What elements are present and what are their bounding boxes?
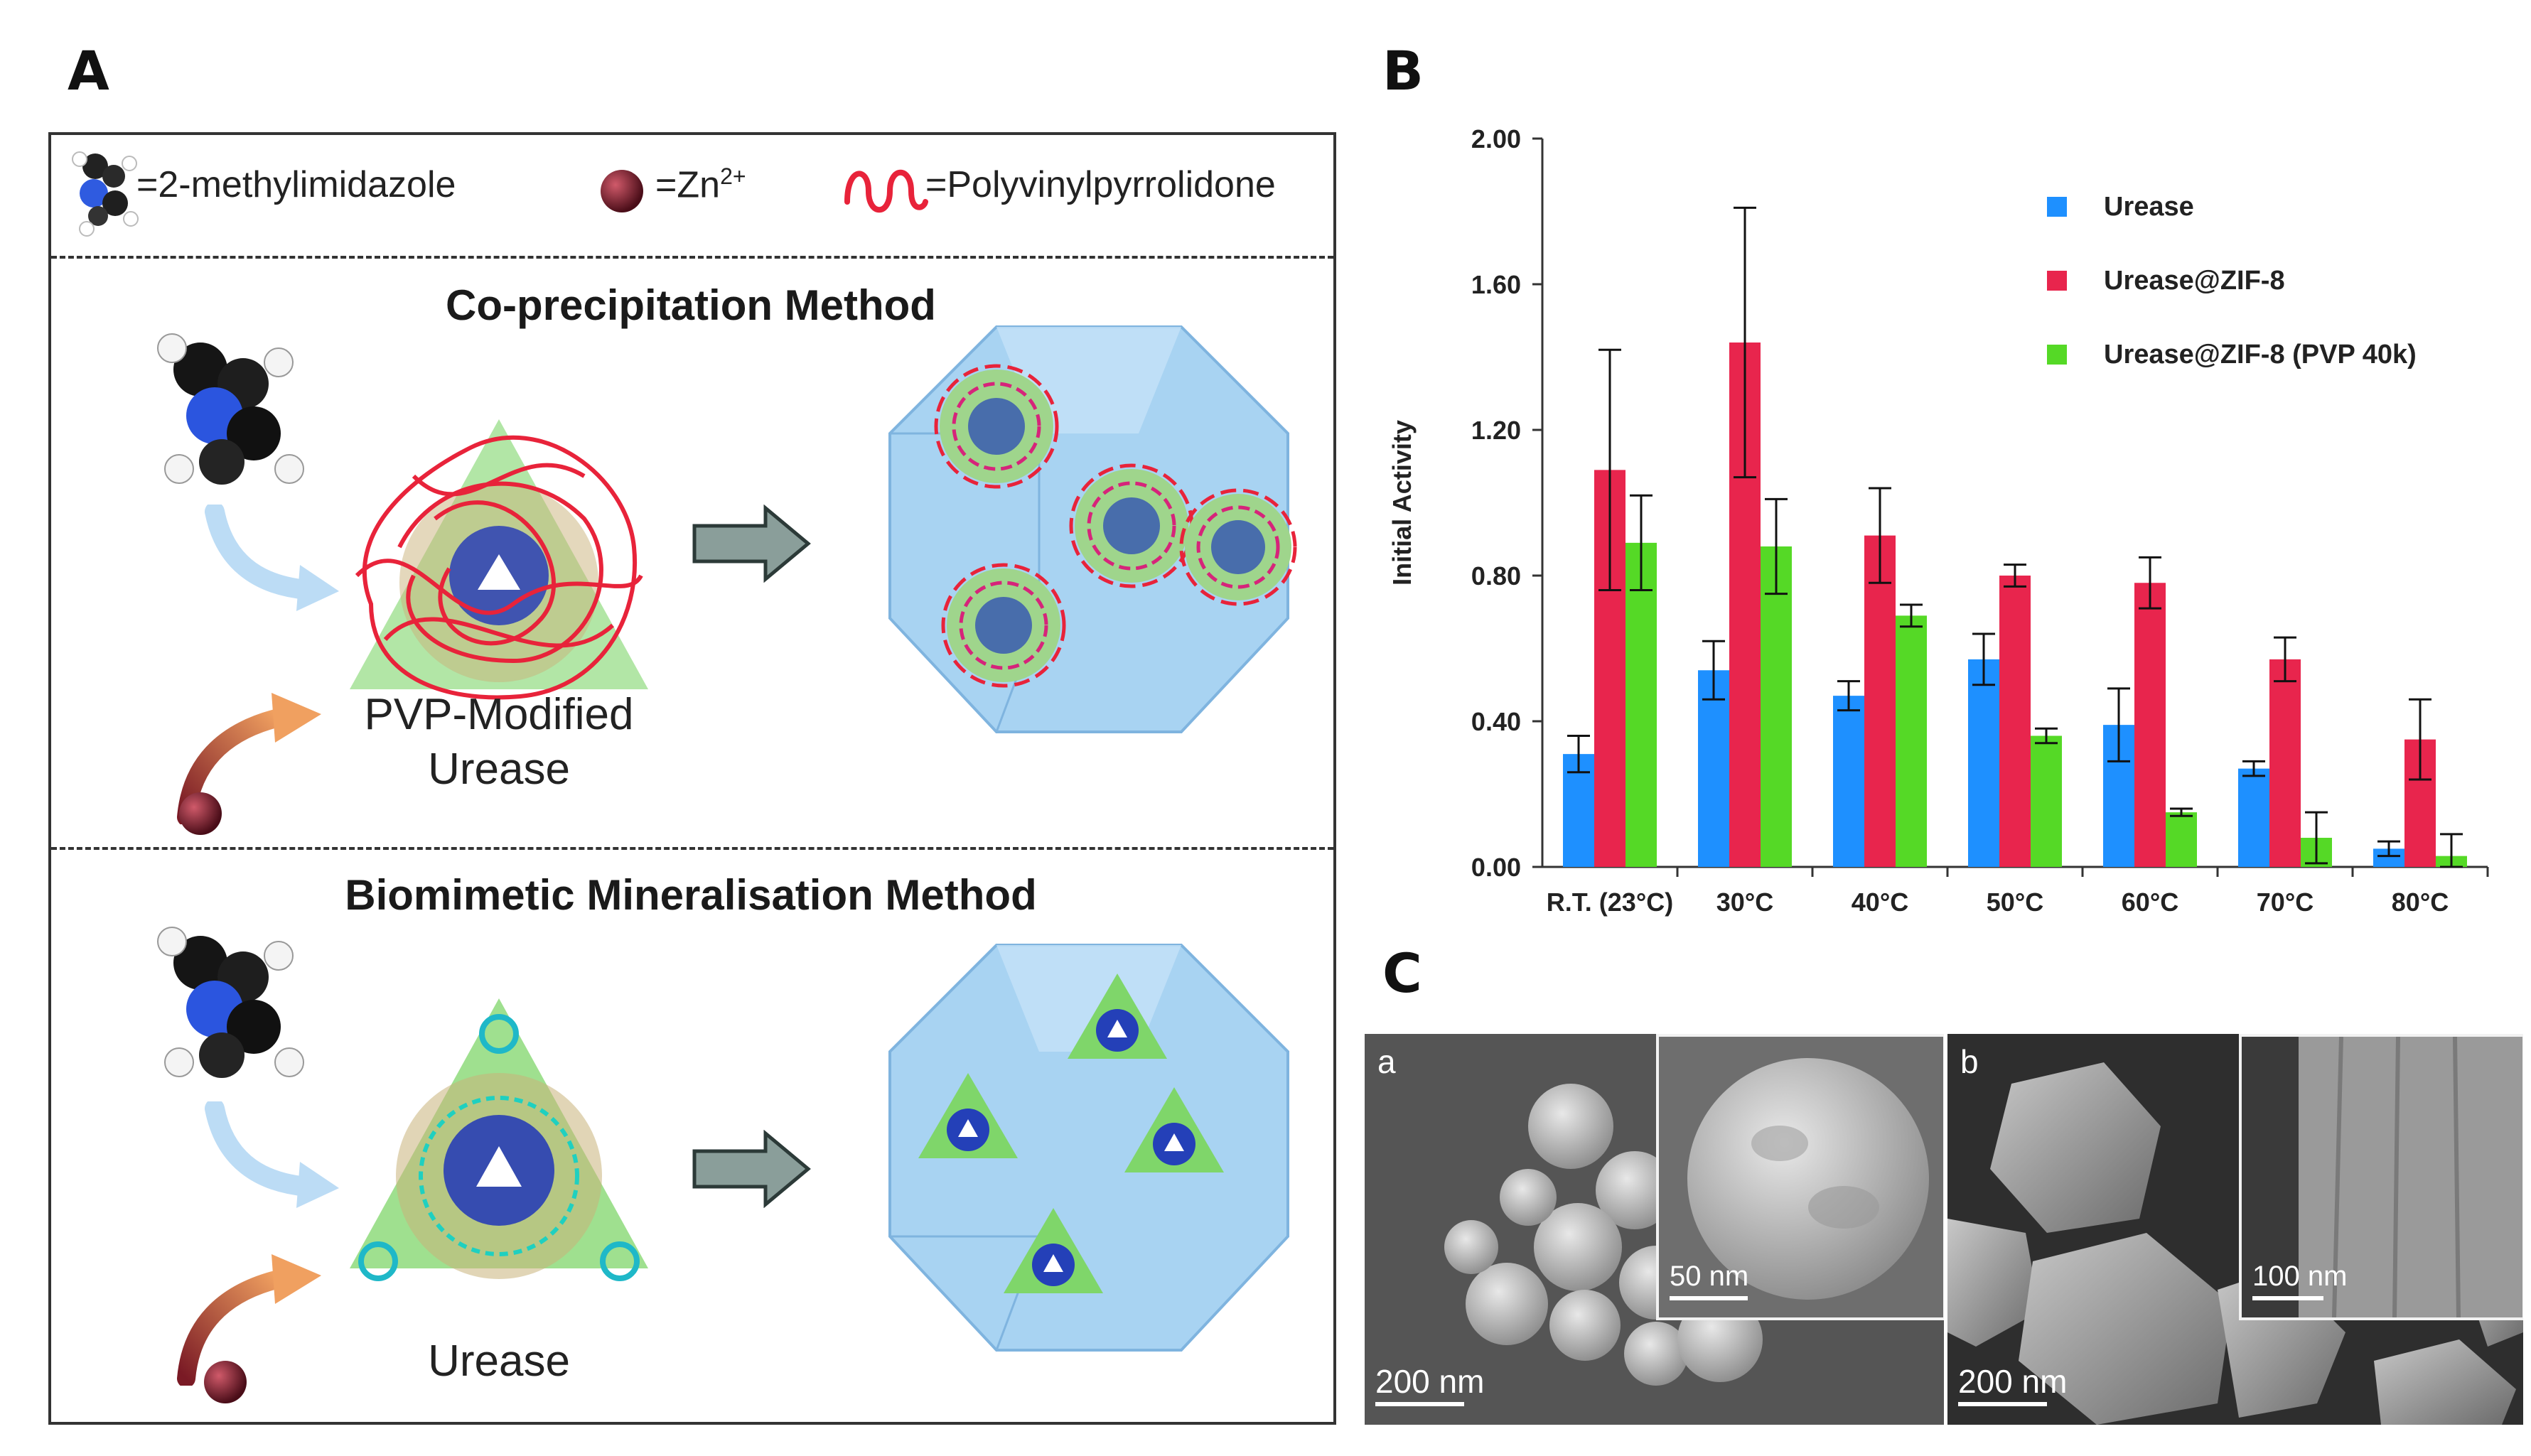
zif8-crystal-urease-icon — [888, 944, 1289, 1352]
sem-a-inset-scale: 50 nm — [1670, 1261, 1749, 1292]
caption-line-1: PVP-Modified — [364, 690, 634, 739]
bar-urease — [1833, 696, 1864, 867]
legend-label: Urease@ZIF-8 — [2104, 266, 2285, 296]
bar-urease-zif-8-pvp-40k- — [1625, 542, 1657, 867]
panel-b-letter: B — [1382, 39, 1424, 102]
sem-a-scalebar — [1375, 1402, 1464, 1406]
bar-urease — [1968, 659, 1999, 867]
x-tick-label: R.T. (23°C) — [1547, 888, 1673, 917]
bar-urease-zif-8-pvp-40k- — [2031, 735, 2062, 867]
sem-a-inset-particle — [1659, 1037, 1943, 1317]
bar-urease-zif-8-pvp-40k- — [1896, 615, 1927, 867]
y-tick-label: 0.00 — [1471, 853, 1521, 882]
sem-b-inset-scale: 100 nm — [2252, 1261, 2348, 1292]
zif8-crystal-pvp-icon — [888, 325, 1297, 733]
sem-a-label: a — [1377, 1043, 1396, 1080]
zinc-ion-icon — [204, 1361, 247, 1403]
pvp-modified-urease-icon — [350, 419, 648, 700]
sem-b-scalebar — [1958, 1402, 2047, 1406]
y-tick-label: 1.60 — [1471, 270, 1521, 299]
bar-urease — [2238, 768, 2269, 867]
sem-a-inset-scalebar — [1670, 1296, 1748, 1300]
sem-b-inset-surface — [2242, 1037, 2522, 1317]
process-arrow-icon — [692, 1130, 811, 1208]
y-tick-label: 0.80 — [1471, 561, 1521, 591]
x-tick-label: 40°C — [1852, 888, 1908, 917]
zinc-ion-icon — [601, 170, 643, 212]
sem-b-label: b — [1960, 1043, 1979, 1080]
panel-a-frame: =2-methylimidazole =Zn2+ =Polyvinylpyrro… — [48, 132, 1336, 1425]
y-axis-label: Initial Activity — [1387, 420, 1417, 586]
panel-c-letter: C — [1382, 942, 1422, 1005]
legend-zinc-text: =Zn — [655, 164, 721, 206]
co-precipitation-title: Co-precipitation Method — [446, 281, 936, 329]
sem-image-b: b 100 nm 200 nm — [1947, 1034, 2523, 1425]
legend-zinc: =Zn2+ — [655, 163, 746, 206]
sem-image-a: a 50 nm 200 nm — [1365, 1034, 1944, 1425]
bar-urease — [1698, 670, 1729, 867]
x-tick-label: 70°C — [2257, 888, 2314, 917]
bar-urease-zif-8 — [2134, 583, 2166, 867]
legend-swatch — [2047, 345, 2067, 365]
urease-enzyme-icon — [350, 998, 648, 1281]
pvp-polymer-icon — [844, 169, 928, 213]
y-tick-label: 2.00 — [1471, 124, 1521, 153]
orange-arrow-icon — [177, 1254, 321, 1386]
biomimetic-title: Biomimetic Mineralisation Method — [345, 871, 1037, 919]
initial-activity-bar-chart: 0.00 0.40 0.80 1.20 1.60 2.00 Initial Activity… — [1387, 124, 2489, 917]
panel-a-letter: A — [68, 39, 109, 102]
x-tick-label: 80°C — [2392, 888, 2449, 917]
legend-methylimidazole: =2-methylimidazole — [136, 164, 456, 205]
legend-pvp: =Polyvinylpyrrolidone — [925, 164, 1276, 205]
legend-swatch — [2047, 271, 2067, 291]
bar-urease-zif-8-pvp-40k- — [1761, 546, 1792, 867]
bar-urease-zif-8 — [1999, 576, 2031, 867]
x-tick-label: 50°C — [1987, 888, 2043, 917]
bar-urease-zif-8-pvp-40k- — [2166, 812, 2197, 867]
legend-zinc-charge: 2+ — [720, 163, 746, 189]
divider-middle — [51, 847, 1333, 850]
process-arrow-icon — [692, 505, 811, 583]
sem-b-scale: 200 nm — [1958, 1363, 2068, 1400]
methylimidazole-icon — [72, 151, 139, 237]
y-tick-label: 0.40 — [1471, 707, 1521, 736]
sem-a-scale: 200 nm — [1375, 1363, 1485, 1400]
divider-top — [51, 256, 1333, 259]
legend-swatch — [2047, 197, 2067, 217]
sem-b-inset: 100 nm — [2239, 1034, 2523, 1320]
x-tick-label: 30°C — [1716, 888, 1773, 917]
x-tick-label: 60°C — [2122, 888, 2178, 917]
urease-caption: Urease — [428, 1337, 570, 1386]
methylimidazole-molecule-icon — [157, 333, 304, 485]
blue-arrow-icon — [205, 505, 339, 611]
legend-label: Urease@ZIF-8 (PVP 40k) — [2104, 340, 2417, 370]
legend-label: Urease — [2104, 192, 2194, 222]
bar-urease-zif-8 — [2269, 659, 2301, 867]
sem-a-inset: 50 nm — [1656, 1034, 1944, 1320]
y-tick-label: 1.20 — [1471, 416, 1521, 445]
bar-urease-zif-8 — [1864, 535, 1896, 867]
methylimidazole-molecule-icon — [157, 927, 304, 1078]
blue-arrow-icon — [205, 1101, 339, 1208]
zinc-ion-icon — [179, 792, 222, 835]
sem-b-inset-scalebar — [2252, 1296, 2323, 1300]
pvp-urease-caption: PVP-Modified Urease — [257, 689, 741, 794]
caption-line-2: Urease — [428, 745, 570, 794]
